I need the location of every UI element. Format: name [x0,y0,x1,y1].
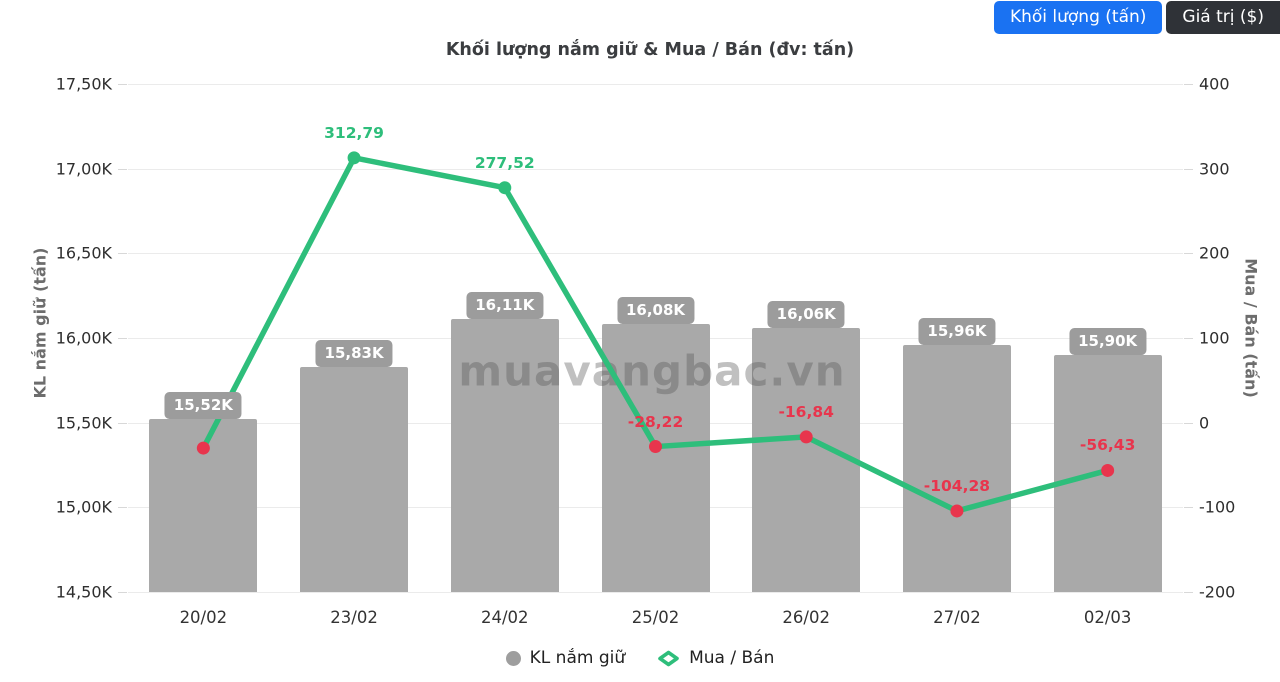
point-value-label: -28,22 [627,412,684,431]
value-tab-button[interactable]: Giá trị ($) [1166,1,1280,34]
chart-legend: KL nắm giữ Mua / Bán [0,648,1280,668]
right-axis-tick-label: 0 [1199,413,1210,433]
data-point-dot [498,181,512,195]
left-axis-tick [118,338,127,339]
bar [902,344,1011,592]
left-axis-tick [118,253,127,255]
left-axis-tick [118,422,127,424]
legend-item-mua-ban[interactable]: Mua / Bán [657,648,774,668]
gridline [128,253,1183,255]
left-axis-tick-label: 15,00K [55,497,112,517]
right-axis-tick-label: -200 [1199,582,1236,602]
bar-value-badge: 16,08K [616,297,695,325]
right-axis-tick-label: 200 [1199,243,1230,263]
bar-value-badge: 15,90K [1069,327,1147,355]
legend-item-kl-nam-giu[interactable]: KL nắm giữ [505,648,626,668]
left-axis-tick-label: 16,50K [55,243,112,263]
point-value-label: -56,43 [1079,436,1136,455]
series-toggle-group: Khối lượng (tấn) Giá trị ($) [993,1,1280,34]
line-series-marker-icon [658,650,679,666]
right-axis-tick [1184,84,1193,85]
gridline [128,84,1183,85]
gridline [128,592,1183,593]
right-axis-tick-label: 300 [1199,159,1230,179]
right-axis-tick [1184,592,1193,593]
right-axis-tick [1184,253,1193,255]
x-axis-tick-label: 25/02 [631,608,680,627]
volume-tab-button[interactable]: Khối lượng (tấn) [993,1,1163,34]
point-value-label: 277,52 [474,153,535,172]
left-axis-tick [118,84,127,85]
x-axis-tick-label: 24/02 [481,608,529,627]
legend-label: Mua / Bán [689,648,775,668]
right-axis-title: Mua / Bán (tấn) [1241,258,1261,398]
left-axis-tick-label: 16,00K [55,328,112,348]
left-axis-tick-label: 17,50K [55,74,112,94]
right-axis-tick-label: 400 [1199,74,1230,94]
bar [149,419,258,592]
gridline [128,168,1183,170]
bar [300,366,409,592]
left-axis-tick-label: 14,50K [55,582,112,602]
bar [1053,354,1162,592]
right-axis-tick [1184,422,1193,424]
point-value-label: 312,79 [324,123,384,142]
bar-series-marker-icon [505,650,521,666]
legend-label: KL nắm giữ [529,648,626,668]
right-axis-tick [1184,507,1193,509]
watermark: muavangbac.vn [458,346,846,396]
bar-value-badge: 16,06K [767,300,845,328]
x-axis-tick-label: 27/02 [933,608,981,627]
left-axis-tick [118,592,127,593]
x-axis-tick-label: 23/02 [330,608,378,627]
point-value-label: -16,84 [778,402,834,421]
bar-value-badge: 15,83K [315,339,393,367]
x-axis-tick-label: 02/03 [1083,608,1132,627]
right-axis-tick [1184,168,1193,170]
bar-value-badge: 15,96K [918,317,996,345]
bar-value-badge: 16,11K [466,292,544,320]
left-axis-tick-label: 17,00K [55,159,112,179]
x-axis-tick-label: 26/02 [782,608,830,627]
x-axis-tick-label: 20/02 [179,608,228,627]
chart-title: Khối lượng nắm giữ & Mua / Bán (đv: tấn) [445,40,855,60]
point-value-label: -104,28 [923,476,991,495]
right-axis-tick-label: -100 [1199,497,1236,517]
left-axis-tick [118,507,127,509]
bar-value-badge: 15,52K [164,392,242,420]
right-axis-tick [1184,338,1193,339]
right-axis-tick-label: 100 [1199,328,1230,348]
left-axis-tick [118,168,127,170]
left-axis-tick-label: 15,50K [55,413,112,433]
left-axis-title: KL nắm giữ (tấn) [30,247,50,399]
data-point-dot [347,151,361,165]
